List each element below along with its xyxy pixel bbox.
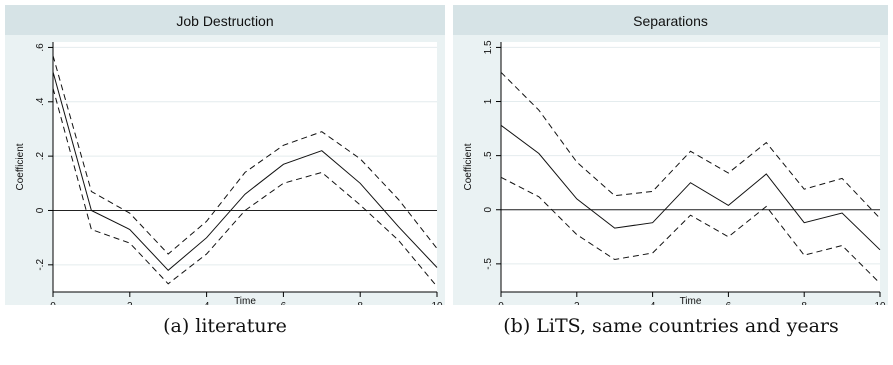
series-line-lower <box>500 176 881 284</box>
plot-area <box>501 42 880 292</box>
x-tick-label: 2 <box>127 301 133 305</box>
x-tick-label: 10 <box>874 301 886 305</box>
chart-panel-separations: Separations -.5 0 .5 1 1.5 0 2 4 6 8 10 Time Coeffici… <box>453 5 893 305</box>
y-tick-label: .5 <box>483 151 494 160</box>
y-tick-label: .4 <box>35 97 46 106</box>
x-tick-label: 0 <box>50 301 56 305</box>
y-tick-label: 0 <box>35 207 46 213</box>
caption-lits: (b) LiTS, same countries and years <box>503 315 839 337</box>
job-destruction-chart: Job Destruction -.2 0 .2 .4 .6 0 2 4 6 8 10 Time Coef… <box>5 5 445 305</box>
plot-area <box>53 42 437 292</box>
y-axis-title: Coefficient <box>463 143 474 190</box>
series-line-lower <box>52 88 438 287</box>
series-line-estimate <box>52 71 438 271</box>
y-tick-label: 0 <box>483 207 494 213</box>
chart-title: Separations <box>633 13 708 29</box>
x-tick-label: 10 <box>431 301 443 305</box>
series-line-estimate <box>500 124 881 251</box>
caption-literature: (a) literature <box>163 315 287 337</box>
x-tick-label: 6 <box>726 301 732 305</box>
chart-panel-job-destruction: Job Destruction -.2 0 .2 .4 .6 0 2 4 6 8 10 Time Coef… <box>5 5 445 305</box>
x-tick-label: 4 <box>204 301 210 305</box>
y-tick-label: -.5 <box>483 258 494 270</box>
chart-title: Job Destruction <box>176 13 273 29</box>
x-axis-title: Time <box>234 296 256 305</box>
title-bar <box>453 5 888 35</box>
x-tick-label: 2 <box>574 301 580 305</box>
x-tick-label: 8 <box>801 301 807 305</box>
x-tick-label: 6 <box>281 301 287 305</box>
title-bar <box>5 5 445 35</box>
series-line-upper <box>500 71 881 219</box>
y-tick-label: 1 <box>483 98 494 104</box>
y-axis-title: Coefficient <box>15 143 26 190</box>
y-tick-label: .2 <box>35 152 46 161</box>
x-tick-label: 4 <box>650 301 656 305</box>
y-tick-label: .6 <box>35 43 46 52</box>
separations-chart: Separations -.5 0 .5 1 1.5 0 2 4 6 8 10 Time Coeffici… <box>453 5 888 305</box>
y-tick-label: 1.5 <box>483 40 494 54</box>
x-tick-label: 0 <box>498 301 504 305</box>
y-tick-label: -.2 <box>35 259 46 271</box>
x-axis-title: Time <box>680 296 702 305</box>
series-line-upper <box>52 55 438 255</box>
x-tick-label: 8 <box>357 301 363 305</box>
